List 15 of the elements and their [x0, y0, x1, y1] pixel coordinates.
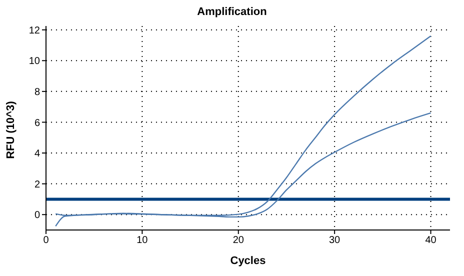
y-tick-label: 12: [28, 25, 40, 36]
y-tick-label: 2: [34, 179, 40, 190]
y-tick-label: 0: [34, 210, 40, 222]
y-tick-label: 4: [34, 148, 40, 160]
x-axis-title: Cycles: [229, 255, 267, 267]
y-tick-label: 6: [34, 118, 40, 129]
x-tick-label: 0: [43, 235, 50, 246]
x-tick-label: 40: [425, 235, 437, 246]
y-tick-label: 8: [34, 86, 40, 98]
chart-title: Amplification: [196, 6, 268, 18]
y-tick-label: 10: [28, 56, 40, 68]
y-axis-title: RFU (10^3): [5, 101, 17, 159]
x-tick-label: 10: [136, 235, 148, 246]
x-tick-label: 20: [232, 235, 244, 246]
x-tick-label: 30: [329, 235, 341, 246]
